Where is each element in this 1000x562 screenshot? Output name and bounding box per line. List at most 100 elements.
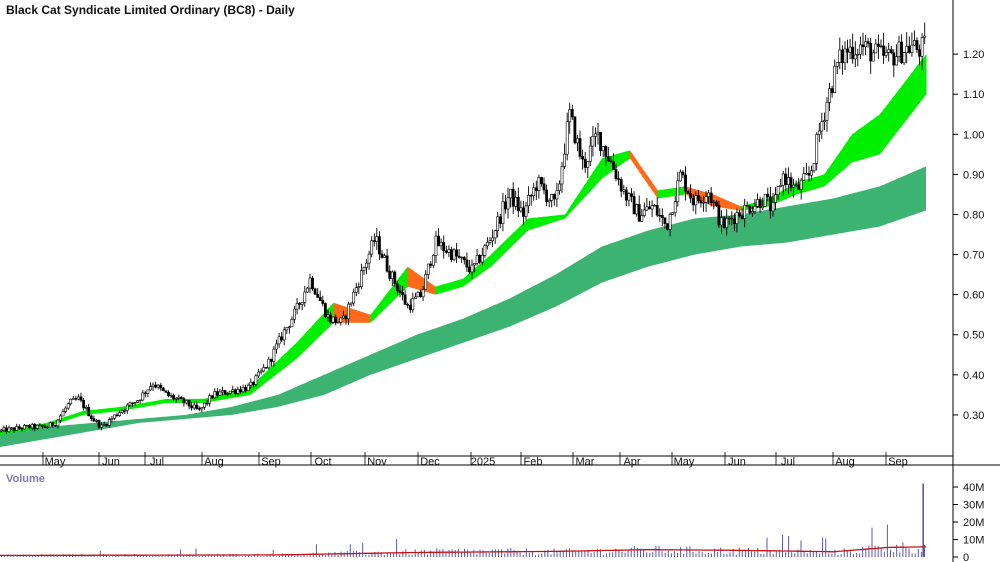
short-term-band-segment: [160, 399, 165, 404]
candle-body-up: [277, 336, 281, 345]
short-term-band-segment: [549, 215, 553, 224]
candle-body-up: [241, 386, 245, 392]
time-tick-label: Mar: [576, 456, 595, 468]
time-tick-label: Feb: [524, 456, 543, 468]
candle: [637, 195, 641, 222]
candle-body-up: [365, 262, 368, 268]
candle: [866, 37, 870, 48]
candle: [408, 298, 412, 314]
candle: [851, 33, 855, 64]
candle-body-up: [568, 109, 572, 123]
candle-body-down: [691, 197, 695, 206]
candle: [359, 263, 363, 290]
candle: [416, 291, 420, 298]
candle: [488, 237, 492, 245]
candle-body-down: [164, 390, 168, 393]
candle: [311, 275, 314, 291]
candle-body-up: [231, 389, 235, 392]
candle: [804, 163, 808, 175]
candle: [133, 402, 137, 406]
short-term-band-segment: [672, 187, 677, 197]
candle-body-up: [576, 138, 579, 144]
candle: [197, 406, 201, 412]
candle: [750, 206, 754, 217]
short-term-band-segment: [895, 90, 899, 135]
candle: [743, 198, 747, 228]
candle-layer: [0, 22, 927, 434]
candle: [550, 193, 554, 208]
candle: [293, 306, 296, 324]
candle-body-up: [894, 56, 898, 66]
candle: [532, 182, 536, 201]
candle: [290, 316, 294, 328]
candle: [79, 392, 83, 403]
candle: [200, 406, 204, 413]
candle: [10, 427, 14, 430]
candle-body-up: [627, 193, 631, 201]
candle: [64, 406, 68, 414]
candle: [406, 302, 410, 309]
candle: [519, 200, 523, 213]
candle: [745, 201, 749, 207]
candle: [341, 310, 345, 320]
candle: [815, 132, 819, 171]
short-term-band-segment: [645, 172, 649, 186]
short-term-band-segment: [691, 188, 695, 199]
candle: [110, 416, 114, 423]
candle-body-up: [118, 412, 122, 416]
candle: [678, 169, 682, 182]
candle: [907, 36, 911, 54]
candle: [892, 49, 896, 77]
short-term-band-segment: [104, 408, 109, 413]
candle-body-up: [339, 317, 343, 323]
candle-body-down: [28, 424, 32, 429]
candle: [594, 127, 597, 147]
short-term-band-segment: [583, 181, 587, 199]
short-term-band-segment: [842, 143, 847, 171]
candle: [339, 317, 343, 326]
candle: [617, 171, 621, 186]
candle: [239, 385, 242, 394]
candle-body-up: [856, 53, 860, 56]
candle: [558, 180, 561, 195]
candle: [298, 301, 302, 310]
short-term-band-segment: [163, 398, 168, 404]
candle-body-up: [287, 326, 291, 328]
short-term-band-segment: [64, 415, 69, 421]
candle: [164, 390, 168, 393]
candle: [748, 204, 752, 215]
candle: [619, 176, 623, 198]
candle-body-up: [532, 187, 536, 197]
short-term-band-segment: [910, 70, 915, 115]
candle: [858, 36, 862, 59]
time-tick-label: Sep: [261, 456, 281, 468]
candle: [434, 230, 438, 263]
short-term-band-segment: [271, 363, 276, 378]
candle-body-down: [172, 395, 176, 400]
short-term-band-segment: [135, 403, 140, 409]
candle: [43, 424, 47, 429]
short-term-band-segment: [555, 215, 560, 222]
candle: [671, 212, 675, 215]
candle: [259, 368, 263, 375]
candle: [15, 423, 19, 431]
short-term-band-segment: [787, 186, 791, 199]
candle: [419, 289, 423, 298]
candle: [120, 409, 124, 414]
candle: [789, 172, 793, 192]
candle-body-up: [290, 318, 294, 328]
candle: [735, 208, 739, 233]
candle: [380, 250, 384, 259]
candle-body-up: [774, 194, 777, 203]
candle-body-up: [792, 184, 795, 188]
candle-body-down: [784, 173, 788, 185]
short-term-band-segment: [89, 409, 94, 415]
short-term-band-segment: [907, 74, 912, 119]
candle-body-down: [210, 395, 214, 399]
candle-body-up: [257, 371, 260, 377]
candle-body-down: [666, 223, 669, 230]
short-term-band-segment: [392, 282, 396, 302]
candle: [717, 200, 721, 228]
short-term-band-segment: [509, 233, 513, 249]
candle: [84, 405, 88, 411]
